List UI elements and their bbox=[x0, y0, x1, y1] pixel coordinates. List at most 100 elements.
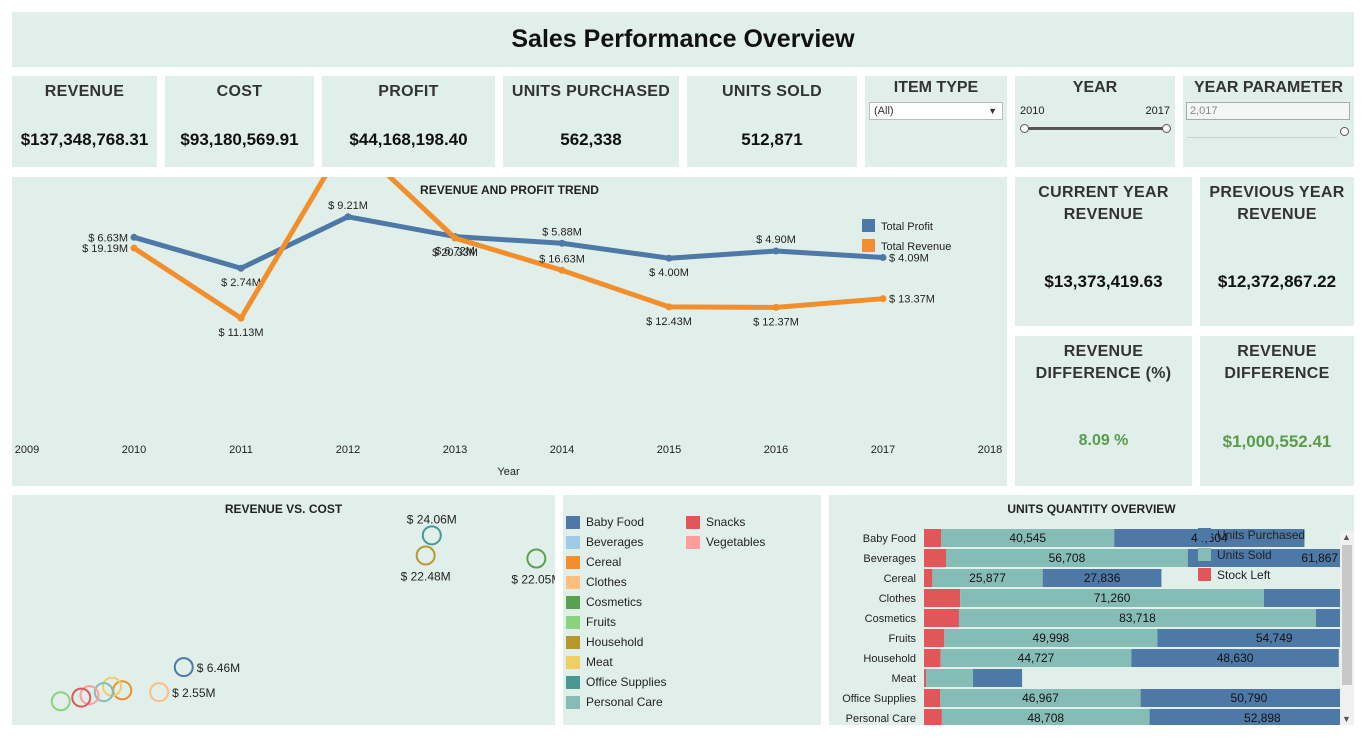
legend-swatch bbox=[1198, 548, 1211, 561]
x-tick-label: 2017 bbox=[871, 444, 895, 456]
kpi-value: 512,871 bbox=[741, 130, 803, 149]
legend-item[interactable]: Beverages bbox=[566, 535, 643, 549]
data-point bbox=[665, 254, 673, 262]
bar-units-sold bbox=[944, 629, 1158, 647]
legend-item[interactable]: Meat bbox=[566, 655, 613, 669]
kpi-label: UNITS PURCHASED bbox=[511, 83, 671, 100]
data-label: $ 11.13M bbox=[218, 327, 263, 339]
scatter-point bbox=[112, 680, 133, 701]
sold-value-label: 44,727 bbox=[1018, 651, 1055, 665]
data-point bbox=[879, 253, 887, 261]
legend-label: Household bbox=[586, 635, 644, 649]
data-point bbox=[344, 213, 352, 221]
x-tick-label: 2009 bbox=[15, 444, 39, 456]
bar-units-purchased bbox=[1316, 609, 1340, 627]
legend-item[interactable]: Fruits bbox=[566, 615, 616, 629]
year-slider-max-handle[interactable] bbox=[1162, 124, 1171, 133]
legend-label: Vegetables bbox=[706, 535, 766, 549]
legend-item[interactable]: Office Supplies bbox=[566, 675, 667, 689]
revenue-difference-card: REVENUE DIFFERENCE $1,000,552.41 bbox=[1200, 336, 1354, 486]
data-label: $ 12.37M bbox=[753, 316, 799, 328]
year-slider-min-handle[interactable] bbox=[1020, 124, 1029, 133]
scatter-point bbox=[50, 691, 71, 712]
legend-swatch bbox=[566, 535, 580, 549]
legend-label: Units Purchased bbox=[1217, 528, 1305, 542]
previous-year-revenue-card: PREVIOUS YEAR REVENUE $12,372,867.22 bbox=[1200, 177, 1354, 326]
bar-stock-left bbox=[924, 609, 959, 627]
scatter-point bbox=[149, 682, 170, 703]
bar-units-purchased bbox=[1131, 649, 1339, 667]
scroll-thumb[interactable] bbox=[1342, 545, 1352, 685]
year-parameter-input[interactable]: 2,017 bbox=[1186, 102, 1350, 120]
legend-label: Units Sold bbox=[1217, 548, 1272, 562]
purchased-value-label: 54,749 bbox=[1256, 631, 1293, 645]
data-label: $ 20.33M bbox=[432, 247, 478, 259]
legend-swatch bbox=[566, 695, 580, 709]
sold-value-label: 25,877 bbox=[969, 571, 1006, 585]
trend-chart-panel: REVENUE AND PROFIT TREND 2009 2010 2011 201… bbox=[12, 177, 1007, 486]
legend-item[interactable]: Snacks bbox=[686, 515, 745, 529]
bar-units-sold bbox=[941, 709, 1150, 725]
units-scrollbar[interactable]: ▲ ▼ bbox=[1340, 531, 1354, 725]
legend-swatch bbox=[566, 635, 580, 649]
kpi-units-sold: UNITS SOLD 512,871 bbox=[687, 76, 857, 167]
x-tick-label: 2015 bbox=[657, 444, 681, 456]
scatter-point bbox=[79, 685, 100, 706]
bar-units-purchased bbox=[1042, 569, 1162, 587]
kpi-label: REVENUE bbox=[44, 83, 125, 100]
data-point bbox=[879, 295, 887, 303]
year-slider-track[interactable] bbox=[1024, 127, 1167, 130]
data-point bbox=[237, 314, 245, 322]
data-point bbox=[772, 303, 780, 311]
units-chart: Baby Food40,54544,604Beverages56,70861,8… bbox=[842, 528, 1340, 725]
card-value: 8.09 % bbox=[1078, 432, 1129, 449]
legend-item[interactable]: Cereal bbox=[566, 555, 621, 569]
units-panel: UNITS QUANTITY OVERVIEW Baby Food 40,545 4… bbox=[829, 495, 1354, 725]
item-type-value: (All) bbox=[874, 105, 894, 117]
legend-swatch bbox=[566, 655, 580, 669]
legend-item[interactable]: Clothes bbox=[566, 575, 627, 589]
purchased-value-label: 48,630 bbox=[1217, 651, 1254, 665]
kpi-label: UNITS SOLD bbox=[722, 83, 822, 100]
kpi-label: PROFIT bbox=[378, 83, 439, 100]
filter-label: YEAR bbox=[1072, 79, 1118, 96]
legend-item[interactable]: Personal Care bbox=[566, 695, 663, 709]
filter-label: ITEM TYPE bbox=[893, 79, 979, 96]
scatter-chart: $ 24.06M $ 22.48M $ 22.05M $ 6.46M $ 2.55M bbox=[50, 512, 555, 712]
bar-units-sold bbox=[958, 609, 1316, 627]
x-tick-label: 2018 bbox=[978, 444, 1002, 456]
caret-down-icon[interactable]: ▼ bbox=[988, 106, 997, 116]
legend-label: Cosmetics bbox=[586, 595, 643, 609]
sold-value-label: 40,545 bbox=[1009, 531, 1046, 545]
data-point bbox=[130, 233, 138, 241]
parameter-slider-handle[interactable] bbox=[1340, 127, 1349, 136]
kpi-value: $44,168,198.40 bbox=[349, 130, 468, 149]
x-tick-label: 2011 bbox=[229, 444, 253, 456]
purchased-value-label: 61,867 bbox=[1301, 551, 1338, 565]
item-type-select[interactable]: (All) ▼ bbox=[869, 102, 1003, 120]
bar-units-purchased bbox=[973, 669, 1023, 687]
scroll-down-icon[interactable]: ▼ bbox=[1342, 714, 1351, 724]
revenue-difference-pct-card: REVENUE DIFFERENCE (%) 8.09 % bbox=[1015, 336, 1192, 486]
scroll-up-icon[interactable]: ▲ bbox=[1342, 532, 1351, 542]
legend-label: Stock Left bbox=[1217, 568, 1271, 582]
category-legend: Baby Food Beverages Cereal Clothes Cosmetics… bbox=[563, 495, 821, 725]
bar-units-sold bbox=[960, 589, 1265, 607]
data-label: $ 9.21M bbox=[328, 200, 368, 212]
kpi-label: COST bbox=[216, 83, 263, 100]
parameter-slider-track[interactable] bbox=[1187, 132, 1337, 138]
bar-stock-left bbox=[924, 549, 947, 567]
x-axis-label: Year bbox=[497, 466, 520, 478]
legend-item[interactable]: Household bbox=[566, 635, 643, 649]
legend-item[interactable]: Baby Food bbox=[566, 515, 644, 529]
legend-swatch bbox=[686, 515, 700, 529]
bar-stock-left bbox=[924, 629, 945, 647]
legend-item[interactable]: Vegetables bbox=[686, 535, 765, 549]
sold-value-label: 48,708 bbox=[1027, 711, 1064, 725]
year-min: 2010 bbox=[1020, 105, 1045, 117]
trend-chart-title: REVENUE AND PROFIT TREND bbox=[420, 183, 599, 197]
data-point bbox=[451, 234, 459, 242]
data-label: $ 2.74M bbox=[221, 277, 261, 289]
legend-item[interactable]: Cosmetics bbox=[566, 595, 642, 609]
data-point bbox=[237, 264, 245, 272]
